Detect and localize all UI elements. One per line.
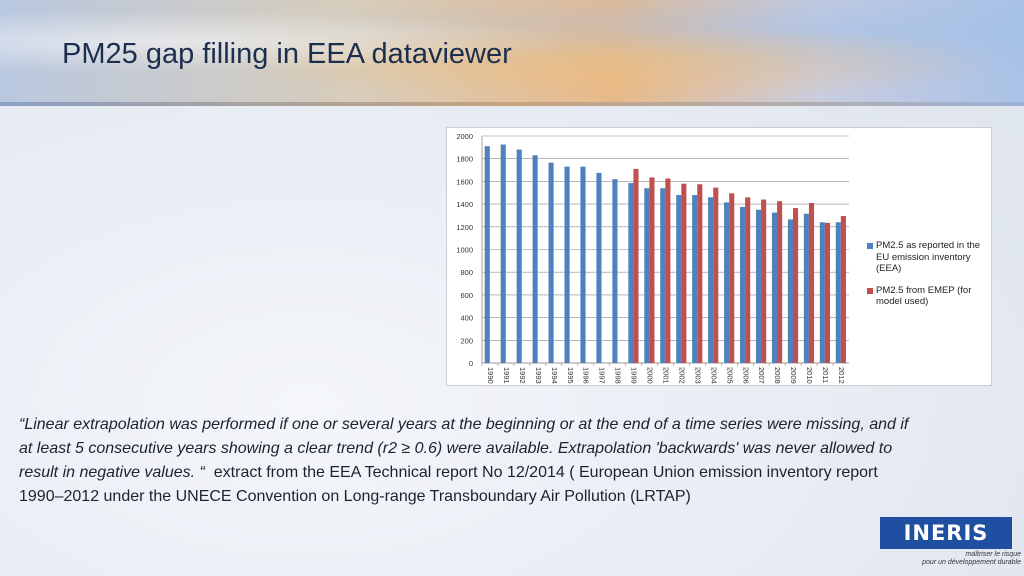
y-tick-label-800: 800 (460, 268, 473, 277)
legend-label-eea-3: (EEA) (876, 263, 902, 274)
bar-eea-1990 (484, 146, 490, 363)
bar-eea-1993 (532, 155, 538, 363)
x-tick-label-1997: 1997 (598, 367, 607, 384)
bar-eea-2011 (819, 222, 825, 363)
x-tick-label-1999: 1999 (630, 367, 639, 384)
bar-eea-1997 (596, 172, 602, 363)
x-tick-label-2003: 2003 (693, 367, 702, 384)
y-tick-label-1000: 1000 (456, 246, 473, 255)
ineris-logo: INERIS (880, 517, 1012, 549)
bar-eea-2001 (660, 188, 666, 363)
y-tick-label-1200: 1200 (456, 223, 473, 232)
chart-legend: PM2.5 as reported in the EU emission inv… (867, 240, 989, 318)
x-tick-label-2001: 2001 (662, 367, 671, 384)
bar-eea-2010 (803, 213, 809, 363)
page-title: PM25 gap filling in EEA dataviewer (62, 38, 512, 70)
bar-emep-2006 (745, 197, 751, 363)
legend-label-emep-1: PM2.5 from EMEP (for (876, 284, 972, 296)
y-tick-label-1600: 1600 (456, 177, 473, 186)
legend-swatch-emep (867, 287, 873, 294)
x-tick-label-2002: 2002 (677, 367, 686, 384)
header-banner (0, 0, 1024, 104)
bar-eea-2005 (724, 202, 730, 363)
y-tick-label-1400: 1400 (456, 200, 473, 209)
logo-tagline-line-1: maîtriser le risque (965, 551, 1021, 558)
bar-emep-2012 (840, 216, 846, 363)
bar-emep-2011 (824, 222, 831, 363)
y-tick-label-2000: 2000 (456, 132, 473, 141)
bar-emep-2008 (777, 201, 783, 363)
bar-eea-1999 (628, 183, 634, 363)
bar-emep-2004 (713, 187, 719, 363)
x-tick-label-2007: 2007 (757, 367, 766, 384)
bar-emep-2009 (792, 208, 799, 363)
x-tick-label-1991: 1991 (502, 367, 511, 384)
logo-tagline-line-2: pour un développement durable (922, 559, 1021, 566)
bar-eea-1995 (564, 166, 570, 363)
x-tick-label-2011: 2011 (821, 367, 830, 383)
bar-emep-2003 (697, 184, 703, 363)
x-tick-label-1990: 1990 (486, 367, 495, 384)
bar-emep-2000 (649, 177, 655, 363)
quote-italic-text: “Linear extrapolation was performed if o… (19, 416, 909, 481)
bar-eea-2009 (787, 219, 793, 363)
legend-label-emep-2: model used) (876, 296, 929, 307)
bar-emep-2001 (665, 178, 671, 363)
x-tick-label-1993: 1993 (534, 367, 543, 384)
bar-eea-1992 (516, 149, 522, 363)
legend-item-eea: PM2.5 as reported in the EU emission inv… (867, 240, 989, 275)
quote-paragraph: “Linear extrapolation was performed if o… (19, 413, 919, 509)
header-divider (0, 102, 1024, 106)
bar-eea-2002 (676, 195, 682, 363)
quote-source-text: extract from the EEA Technical report No… (19, 464, 878, 505)
chart-container: 0 200 400 600 800 1000 1200 1400 1600 1800 2000 199… (446, 127, 992, 386)
x-tick-label-1992: 1992 (518, 367, 527, 384)
bar-emep-2002 (681, 183, 687, 363)
legend-swatch-eea (867, 243, 873, 249)
x-tick-label-1995: 1995 (566, 367, 575, 384)
x-tick-label-1994: 1994 (550, 367, 559, 384)
y-tick-label-600: 600 (460, 291, 473, 300)
bar-eea-1991 (500, 144, 506, 363)
x-tick-label-1996: 1996 (582, 367, 591, 384)
y-tick-label-0: 0 (469, 359, 473, 368)
x-tick-label-2006: 2006 (741, 367, 750, 384)
legend-label-eea-1: PM2.5 as reported in the (876, 240, 981, 251)
bar-emep-2005 (729, 193, 735, 363)
bar-eea-2004 (708, 197, 714, 363)
bar-eea-1998 (612, 179, 618, 363)
bar-eea-2012 (835, 222, 841, 363)
bar-eea-2006 (740, 206, 746, 363)
logo-tagline: maîtriser le risque pour un développemen… (893, 551, 1021, 567)
bar-emep-2007 (761, 199, 767, 363)
bar-eea-2007 (755, 209, 762, 363)
bar-eea-2000 (644, 188, 650, 363)
x-tick-label-2010: 2010 (805, 367, 814, 384)
bar-eea-2003 (692, 195, 698, 363)
bar-eea-1996 (580, 166, 586, 363)
x-tick-label-2005: 2005 (725, 367, 734, 384)
x-tick-label-2009: 2009 (789, 367, 798, 384)
y-tick-label-200: 200 (460, 336, 473, 345)
bar-eea-2008 (771, 212, 778, 363)
x-tick-label-2004: 2004 (709, 367, 718, 384)
y-tick-label-400: 400 (460, 314, 473, 323)
x-tick-label-2012: 2012 (837, 367, 846, 384)
bar-eea-1994 (548, 162, 554, 363)
bar-emep-1999 (633, 168, 639, 363)
x-tick-label-2000: 2000 (646, 367, 655, 384)
legend-label-eea-2: EU emission inventory (876, 251, 971, 263)
legend-item-emep: PM2.5 from EMEP (for model used) (867, 285, 989, 308)
x-tick-label-1998: 1998 (614, 367, 623, 384)
y-tick-label-1800: 1800 (456, 155, 473, 164)
x-tick-label-2008: 2008 (773, 367, 782, 384)
bar-emep-2010 (808, 202, 815, 363)
bar-chart: 0 200 400 600 800 1000 1200 1400 1600 1800 2000 199… (456, 132, 849, 384)
